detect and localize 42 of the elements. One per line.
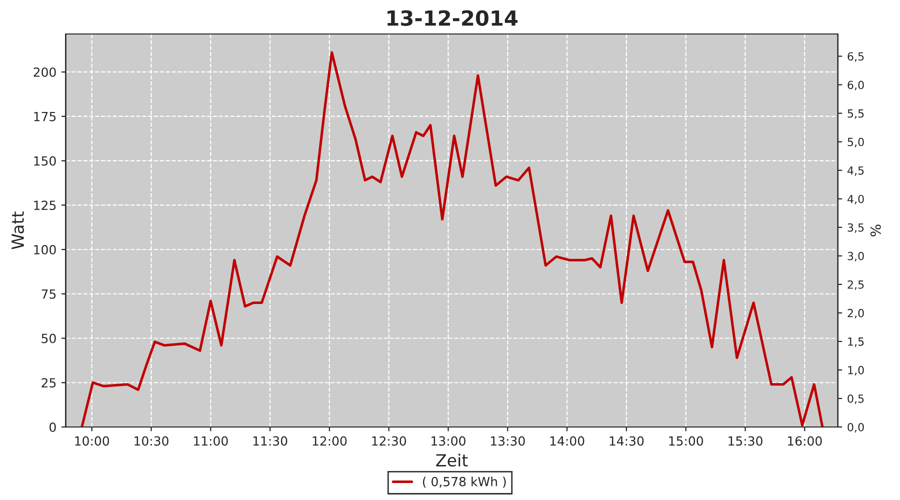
x-tick-label: 15:00 — [669, 436, 704, 446]
y-tick-label: 0 — [50, 422, 56, 432]
y2-tick-label: 5,5 — [848, 109, 864, 119]
x-tick-label: 10:30 — [134, 436, 168, 446]
y-tick-label: 25 — [42, 378, 56, 388]
x-tick-label: 14:30 — [610, 436, 644, 446]
y2-tick-label: 3,5 — [848, 223, 864, 233]
y2-tick-label: 1,5 — [848, 338, 864, 347]
y-tick-label: 150 — [34, 156, 56, 166]
x-tick-label: 11:30 — [253, 436, 288, 446]
y2-tick-label: 6,0 — [848, 80, 864, 90]
x-tick-label: 13:00 — [432, 436, 466, 446]
y-tick-label: 100 — [34, 244, 56, 254]
y-tick-label: 125 — [34, 200, 56, 210]
y2-tick-label: 6,5 — [848, 52, 864, 62]
y2-tick-label: 3,0 — [848, 252, 864, 262]
x-tick-label: 11:00 — [194, 436, 228, 446]
y2-tick-label: 0,5 — [848, 394, 864, 404]
x-tick-label: 14:00 — [550, 436, 584, 446]
x-tick-label: 12:00 — [312, 436, 347, 446]
y2-tick-label: 0,0 — [848, 422, 864, 433]
x-tick-label: 12:30 — [372, 436, 406, 446]
chart-title: 13-12-2014 — [388, 10, 518, 26]
line-series — [80, 51, 824, 427]
x-tick-label: 16:00 — [788, 436, 822, 446]
x-tick-label: 10:00 — [75, 436, 110, 446]
x-tick-label: 15:30 — [728, 436, 762, 446]
y2-axis-title: % — [870, 224, 881, 236]
legend-label: ( 0,578 kWh ) — [422, 476, 506, 488]
y2-tick-label: 4,0 — [847, 194, 864, 204]
y2-tick-label: 1,0 — [848, 366, 864, 376]
y-tick-label: 75 — [42, 290, 56, 299]
y2-tick-label: 2,5 — [848, 280, 864, 290]
x-tick-label: 13:30 — [490, 436, 525, 446]
y-tick-label: 50 — [42, 334, 56, 344]
y2-tick-label: 2,0 — [848, 308, 864, 318]
y-tick-label: 175 — [34, 112, 56, 122]
x-axis-title: Zeit — [436, 454, 468, 467]
y-tick-label: 200 — [34, 67, 56, 77]
y2-tick-label: 5,0 — [848, 138, 864, 148]
y2-tick-label: 4,5 — [847, 166, 864, 176]
y-axis-title: Watt — [12, 212, 24, 250]
